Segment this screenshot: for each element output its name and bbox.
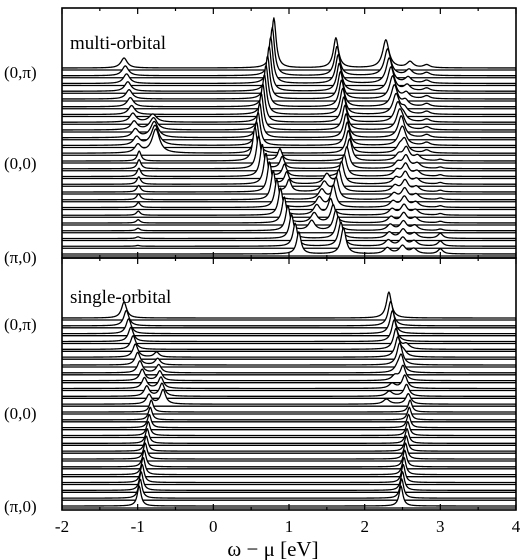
y-tick-label: (0,π) (4, 315, 37, 334)
multi-spectrum-k21 (62, 45, 516, 94)
single-spectrum-k14 (62, 382, 516, 399)
panel-label-single-orbital: single-orbital (70, 287, 171, 308)
y-tick-labels-single: (0,π) (0,0) (π,0) (4, 315, 37, 516)
single-spectrum-k24 (62, 291, 516, 321)
multi-spectrum-k11 (62, 134, 516, 172)
multi-spectrum-k8 (62, 161, 516, 195)
multi-spectrum-k7 (62, 170, 516, 203)
single-spectrum-k11 (62, 406, 516, 423)
single-spectrum-k9 (62, 420, 516, 439)
multi-spectrum-k6 (62, 178, 516, 211)
y-tick-labels-multi: (0,π) (0,0) (π,0) (4, 63, 37, 267)
y-tick-label: (π,0) (4, 497, 37, 516)
single-spectrum-k23 (62, 300, 516, 329)
single-spectrum-k15 (62, 374, 516, 392)
x-axis-label: ω − μ [eV] (227, 537, 318, 560)
multi-spectrum-k19 (62, 64, 516, 110)
single-spectrum-k10 (62, 413, 516, 431)
single-spectrum-k12 (62, 399, 516, 415)
panel-label-multi-orbital: multi-orbital (70, 33, 166, 54)
single-spectrum-k20 (62, 327, 516, 352)
curve-stack (62, 17, 516, 257)
multi-orbital-panel (61, 7, 517, 259)
multi-spectrum-k20 (62, 55, 516, 102)
multi-spectrum-k22 (62, 36, 516, 87)
multi-spectrum-k3 (62, 205, 516, 234)
y-tick-label: (0,0) (4, 154, 37, 173)
single-spectrum-k22 (62, 310, 516, 337)
x-tick-labels: -2 -1 0 1 2 3 4 (55, 517, 521, 536)
multi-spectrum-k9 (62, 152, 516, 187)
multi-spectrum-k1 (62, 221, 516, 249)
curve-stack (62, 291, 516, 509)
single-spectrum-k7 (62, 435, 516, 454)
x-tick-label: -1 (131, 517, 145, 536)
single-spectrum-k0 (62, 485, 516, 509)
single-orbital-panel (61, 257, 517, 511)
multi-spectrum-k12 (62, 126, 516, 164)
single-spectrum-k8 (62, 428, 516, 446)
single-spectrum-k13 (62, 388, 516, 407)
multi-spectrum-k13 (62, 120, 516, 156)
x-tick-label: 3 (436, 517, 445, 536)
y-tick-label: (0,π) (4, 63, 37, 82)
multi-spectrum-k24 (62, 17, 516, 71)
single-spectrum-k21 (62, 319, 516, 345)
x-tick-label: 2 (360, 517, 369, 536)
x-tick-label: 0 (209, 517, 218, 536)
y-tick-label: (π,0) (4, 248, 37, 267)
multi-spectrum-k23 (62, 26, 516, 79)
multi-spectrum-k2 (62, 213, 516, 242)
multi-spectrum-k10 (62, 143, 516, 180)
x-tick-label: 1 (285, 517, 294, 536)
x-tick-label: -2 (55, 517, 69, 536)
x-tick-label: 4 (512, 517, 521, 536)
y-tick-label: (0,0) (4, 404, 37, 423)
multi-spectrum-k18 (62, 74, 516, 118)
